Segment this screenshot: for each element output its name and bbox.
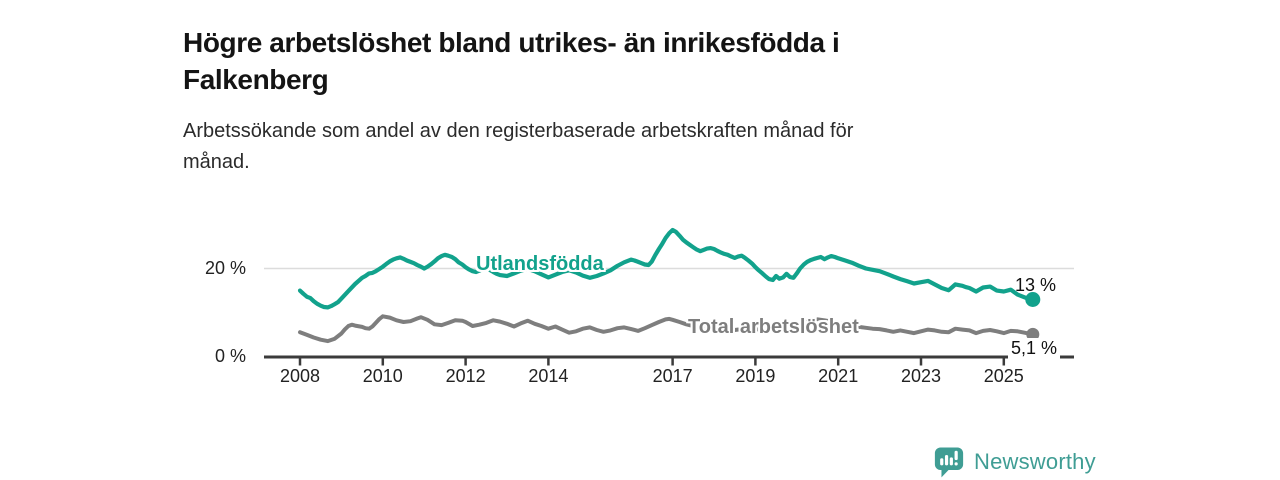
newsworthy-logo-text: Newsworthy: [974, 449, 1096, 474]
subtitle-line-2: månad.: [183, 151, 250, 173]
x-tick-label-2010: 2010: [362, 366, 403, 386]
y-axis-label-0: 0 %: [214, 346, 246, 366]
series-label-total-arbetsloshet: Total arbetslöshet: [688, 316, 859, 338]
y-axis-label-20: 20 %: [204, 258, 246, 278]
x-tick-label-2019: 2019: [735, 366, 776, 386]
page-title: Högre arbetslöshet bland utrikes- än inr…: [183, 24, 1043, 98]
series-line-utlandsfodda: [297, 227, 1035, 310]
series-label-utlandsfodda: Utlandsfödda: [476, 253, 604, 275]
x-tick-label-2021: 2021: [818, 366, 859, 386]
chart-subtitle: Arbetssökande som andel av den registerb…: [183, 116, 1053, 178]
series-line-total-arbetsloshet: [298, 314, 1035, 344]
x-tick-label-2017: 2017: [652, 366, 693, 386]
newsworthy-logo: Newsworthy: [933, 444, 1096, 480]
x-tick-label-2023: 2023: [900, 366, 942, 386]
x-tick-label-2014: 2014: [528, 366, 569, 386]
series-end-dot-total-arbetsloshet: [1026, 327, 1040, 341]
title-line-2: Falkenberg: [183, 63, 329, 95]
x-tick-label-2025: 2025: [983, 366, 1024, 386]
end-value-label-utlandsfodda: 13 %: [1015, 275, 1057, 295]
series-end-dot-utlandsfodda: [1025, 292, 1041, 307]
x-tick-label-2008: 2008: [279, 366, 321, 386]
bar-chart-speech-bubble-icon: [934, 446, 964, 477]
end-value-label-total: 5,1 %: [1008, 338, 1061, 359]
subtitle-line-1: Arbetssökande som andel av den registerb…: [183, 120, 854, 142]
x-tick-label-2012: 2012: [445, 366, 486, 386]
title-line-1: Högre arbetslöshet bland utrikes- än inr…: [183, 26, 840, 58]
